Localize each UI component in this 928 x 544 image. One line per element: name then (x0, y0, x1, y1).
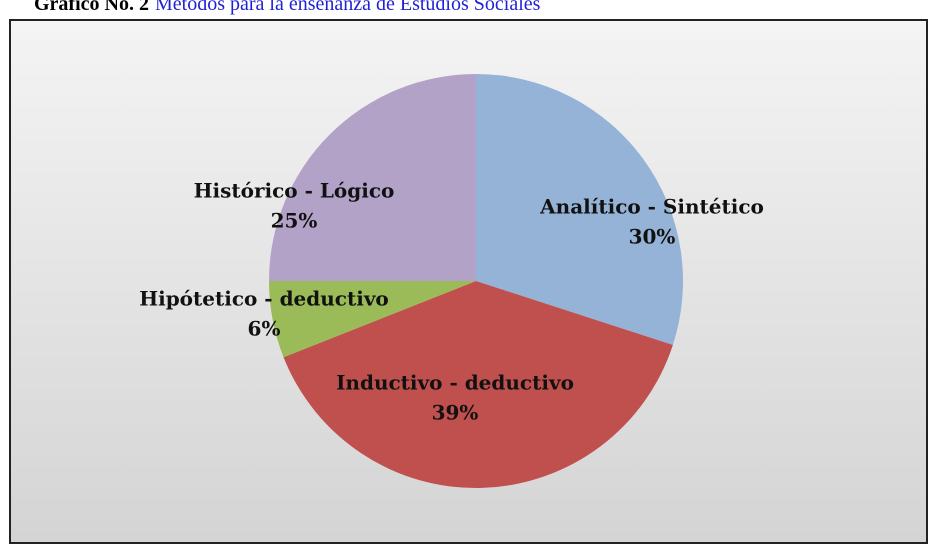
pie-slice (269, 281, 476, 358)
slice-label: Analítico - Sintético (539, 195, 764, 219)
slice-label: Hipótetico - deductivo (139, 287, 389, 311)
slice-label: Inductivo - deductivo (336, 371, 574, 395)
caption-number: Gráfico No. 2 (34, 0, 149, 15)
slice-value-label: 30% (629, 225, 676, 249)
slice-value-label: 6% (248, 317, 281, 341)
caption-title: Métodos para la enseñanza de Estudios So… (155, 0, 541, 15)
pie-slice (283, 281, 673, 489)
pie-slice (269, 74, 476, 281)
pie-slice (476, 74, 683, 345)
caption: Gráfico No. 2 Métodos para la enseñanza d… (34, 0, 541, 15)
slice-label: Histórico - Lógico (194, 179, 395, 203)
slice-value-label: 25% (271, 209, 318, 233)
slice-value-label: 39% (432, 401, 479, 425)
